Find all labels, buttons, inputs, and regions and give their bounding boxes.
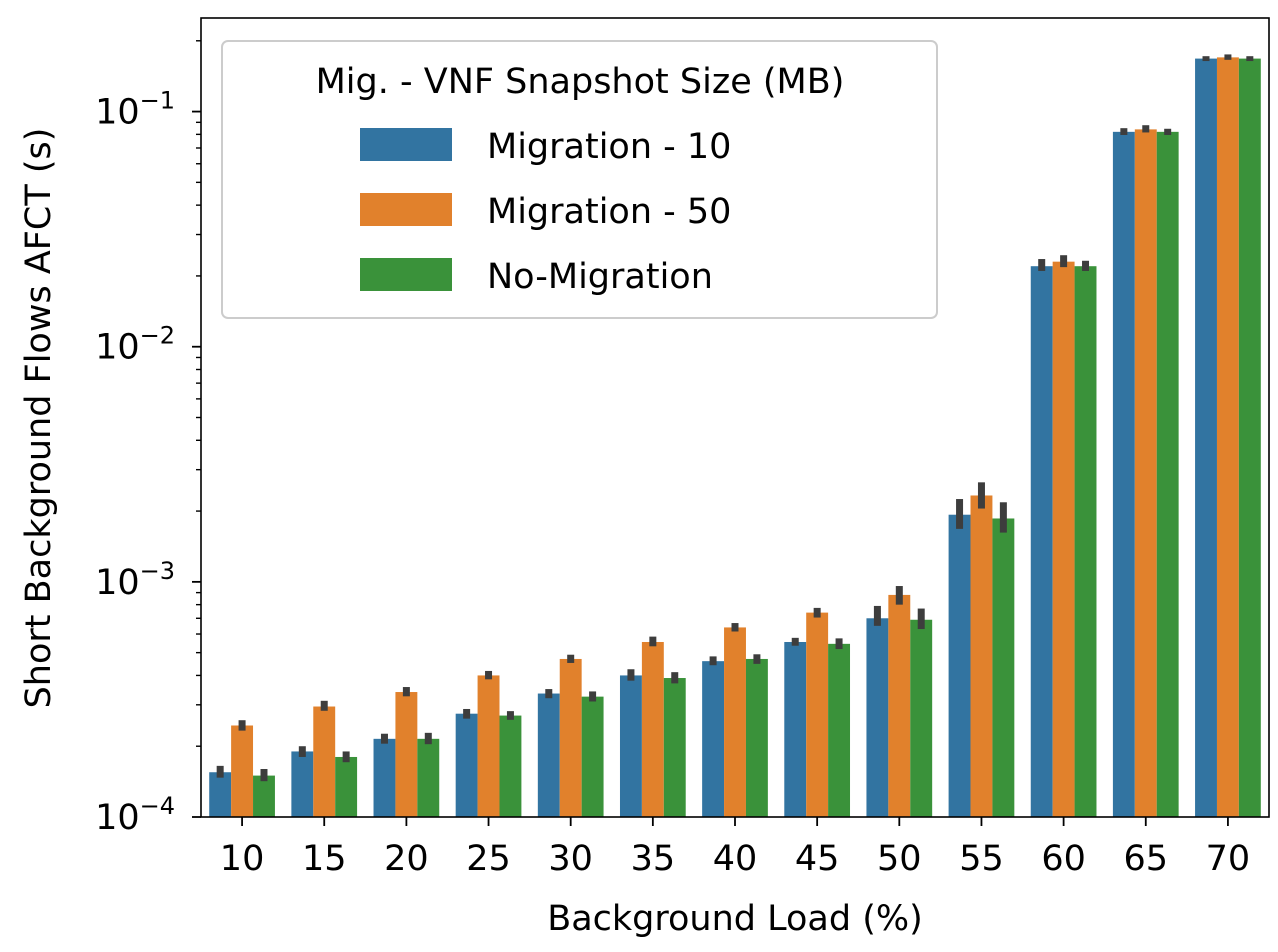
- bar-migration-50-55: [970, 495, 993, 817]
- y-tick-label: 10−4: [95, 792, 175, 838]
- x-tick-label: 10: [220, 839, 265, 879]
- y-tick-label: 10−3: [95, 557, 175, 603]
- bar-no-migration-55: [992, 518, 1015, 817]
- x-tick-label: 55: [959, 839, 1004, 879]
- bar-migration-50-10: [231, 725, 254, 817]
- bar-migration-50-50: [888, 594, 911, 817]
- bar-migration-10-35: [619, 675, 642, 817]
- x-tick-label: 20: [384, 839, 429, 879]
- x-tick-label: 70: [1206, 839, 1251, 879]
- bar-no-migration-35: [663, 678, 686, 817]
- x-tick-label: 60: [1041, 839, 1086, 879]
- bar-no-migration-70: [1238, 58, 1261, 817]
- y-tick-label: 10−2: [95, 322, 175, 368]
- x-tick-label: 50: [877, 839, 922, 879]
- x-tick-label: 40: [713, 839, 758, 879]
- bar-no-migration-15: [335, 756, 358, 817]
- legend-swatch: [360, 258, 452, 291]
- bar-migration-10-50: [866, 618, 889, 817]
- bar-migration-10-55: [948, 514, 971, 817]
- bar-migration-50-20: [395, 692, 418, 817]
- x-tick-label: 30: [548, 839, 593, 879]
- legend-box: [221, 40, 938, 319]
- x-tick-label: 15: [302, 839, 347, 879]
- bar-migration-10-30: [537, 693, 560, 817]
- bar-migration-50-60: [1052, 261, 1075, 817]
- x-axis: 10 15 20 25 30 35 40 45 50 55 60 65 70: [220, 817, 1250, 879]
- bar-migration-10-10: [209, 772, 232, 817]
- bar-migration-50-30: [559, 658, 582, 817]
- x-tick-label: 65: [1123, 839, 1168, 879]
- bars-layer: [209, 57, 1261, 818]
- legend-swatch: [360, 128, 452, 161]
- bar-no-migration-65: [1156, 131, 1179, 818]
- bar-migration-50-35: [641, 641, 664, 817]
- y-axis: 10−4 10−3 10−2 10−1: [95, 40, 201, 838]
- bar-migration-10-45: [784, 641, 807, 817]
- y-tick-label: 10−1: [95, 87, 175, 133]
- bar-no-migration-40: [745, 658, 768, 817]
- bar-migration-10-65: [1112, 131, 1135, 818]
- bar-no-migration-60: [1074, 266, 1097, 817]
- bar-no-migration-30: [581, 696, 604, 817]
- bar-migration-50-65: [1134, 129, 1157, 817]
- bar-no-migration-50: [910, 619, 933, 817]
- bar-migration-10-15: [291, 751, 314, 817]
- x-tick-label: 45: [795, 839, 840, 879]
- legend-swatch: [360, 193, 452, 226]
- bar-migration-10-70: [1195, 58, 1217, 817]
- x-tick-label: 25: [466, 839, 511, 879]
- x-tick-label: 35: [631, 839, 676, 879]
- bar-migration-50-15: [313, 706, 336, 817]
- bar-migration-50-40: [724, 627, 746, 817]
- bar-no-migration-45: [828, 643, 851, 817]
- bar-migration-10-40: [702, 661, 725, 817]
- bar-migration-50-70: [1216, 57, 1239, 817]
- legend-title: Mig. - VNF Snapshot Size (MB): [316, 62, 845, 102]
- x-axis-title: Background Load (%): [547, 899, 923, 939]
- bar-migration-50-45: [806, 612, 829, 817]
- y-axis-title: Short Background Flows AFCT (s): [19, 128, 59, 709]
- bar-migration-10-20: [373, 738, 396, 817]
- bar-migration-50-25: [477, 675, 500, 817]
- bar-migration-10-60: [1030, 266, 1053, 817]
- bar-migration-10-25: [455, 713, 478, 817]
- legend-label: Migration - 50: [487, 192, 731, 232]
- legend: Mig. - VNF Snapshot Size (MB) Migration …: [221, 40, 938, 319]
- error-bars-layer: [216, 54, 1254, 782]
- legend-label: No-Migration: [487, 257, 713, 297]
- bar-no-migration-25: [499, 715, 522, 817]
- bar-no-migration-20: [417, 738, 440, 817]
- legend-label: Migration - 10: [487, 127, 731, 167]
- bar-no-migration-10: [253, 775, 275, 817]
